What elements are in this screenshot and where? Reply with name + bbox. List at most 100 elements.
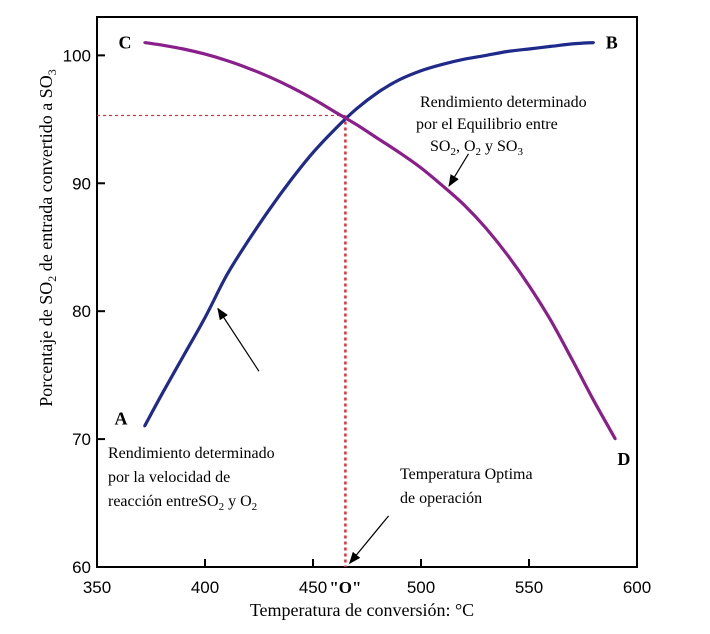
- ticks-layer: 60 70 80 90 100 350 400 450 500 550 600 "O": [63, 46, 652, 597]
- data-point: [506, 253, 509, 257]
- data-point: [419, 166, 423, 170]
- data-point: [311, 97, 315, 101]
- annotations-layer: Rendimiento determinado por el Equilibrio…: [108, 94, 587, 565]
- data-point: [376, 91, 379, 94]
- labels-layer: A B C D: [115, 33, 631, 470]
- data-point: [182, 47, 185, 51]
- optimum-x-label: "O": [329, 578, 361, 597]
- data-point: [506, 50, 509, 53]
- velocity-annotation-line: reacción entreSO2 y O2: [108, 493, 257, 513]
- x-tick-label: 350: [83, 578, 111, 597]
- subscript: 3: [45, 69, 59, 75]
- text-run: por la velocidad de: [108, 469, 230, 486]
- data-point: [247, 67, 250, 70]
- data-point: [143, 41, 146, 44]
- subscript: 2: [219, 501, 225, 513]
- data-point: [333, 110, 336, 113]
- equilibrium-annotation-line: SO2, O2 y SO3: [430, 138, 523, 158]
- y-axis-label: Porcentaje de SO2 de entrada convertido …: [36, 69, 59, 406]
- curve-end-label: D: [617, 449, 630, 469]
- data-point: [290, 178, 293, 181]
- data-point: [463, 58, 466, 61]
- subscript: 3: [517, 146, 523, 158]
- data-point: [376, 137, 379, 140]
- data-point: [225, 274, 228, 277]
- text-run: y O: [224, 493, 252, 510]
- equilibrium-annotation-line: por el Equilibrio entre: [416, 116, 558, 133]
- subscript: 2: [45, 276, 59, 282]
- data-point: [592, 399, 595, 402]
- data-point: [290, 86, 293, 89]
- data-point: [355, 107, 358, 111]
- x-axis-label: Temperatura de conversión: °C: [250, 600, 474, 620]
- subscript: 2: [252, 501, 258, 513]
- text-run: Temperatura Optima: [400, 466, 533, 483]
- data-point: [203, 52, 207, 56]
- optimum-annotation-line: Temperatura Optima: [400, 466, 533, 483]
- y-tick-label: 70: [72, 430, 91, 449]
- curve-start-label: C: [119, 33, 132, 53]
- x-tick-label: 550: [515, 578, 543, 597]
- text-run: reacción entreSO: [108, 493, 219, 510]
- subscript: 2: [450, 146, 456, 158]
- data-point: [463, 203, 466, 207]
- y-tick-label: 80: [72, 302, 91, 321]
- data-point: [355, 123, 358, 126]
- plot-frame: [96, 16, 638, 568]
- subscript: 2: [476, 146, 482, 158]
- text-run: , O: [456, 138, 476, 155]
- data-point: [549, 45, 552, 48]
- text-run: Rendimiento determinado: [108, 445, 275, 462]
- data-point: [592, 41, 595, 44]
- data-point: [527, 47, 531, 51]
- data-point: [527, 284, 531, 287]
- data-point: [268, 75, 271, 79]
- text-run: de operación: [400, 490, 482, 507]
- x-tick-label: 450: [299, 578, 327, 597]
- data-point: [225, 59, 228, 62]
- optimum-annotation-line: de operación: [400, 490, 482, 507]
- data-point: [441, 184, 444, 187]
- data-point: [160, 393, 163, 396]
- x-tick-label: 400: [191, 578, 219, 597]
- data-point: [268, 207, 271, 211]
- optimum-reference-lines: [97, 114, 347, 567]
- equilibrium-annotation-line: Rendimiento determinado: [420, 94, 587, 111]
- y-tick-label: 90: [72, 174, 91, 193]
- text-run: y SO: [481, 138, 517, 155]
- series-layer: [143, 41, 617, 441]
- data-point: [484, 226, 487, 230]
- data-point: [549, 318, 552, 322]
- data-point: [419, 69, 423, 72]
- data-point: [247, 239, 250, 242]
- optimum-arrow: [348, 515, 390, 565]
- equilibrium-arrow: [448, 153, 470, 187]
- text-run: Rendimiento determinado: [420, 94, 587, 111]
- data-point: [182, 354, 185, 358]
- x-tick-label: 600: [623, 578, 651, 597]
- text-run: SO: [430, 138, 450, 155]
- data-point: [333, 128, 336, 131]
- velocity-annotation-line: Rendimiento determinado: [108, 445, 275, 462]
- velocity-arrow: [217, 307, 260, 372]
- data-point: [571, 358, 574, 361]
- y-tick-label: 100: [63, 46, 91, 65]
- velocity-annotation-line: por la velocidad de: [108, 469, 230, 486]
- data-point: [160, 43, 163, 47]
- text-run: por el Equilibrio entre: [416, 116, 558, 133]
- data-point: [484, 54, 487, 57]
- y-tick-label: 60: [72, 558, 91, 577]
- data-point: [143, 425, 146, 428]
- text-run: Porcentaje de SO: [36, 282, 56, 407]
- data-point: [441, 63, 444, 66]
- series-line-1: [143, 41, 594, 428]
- curve-start-label: A: [115, 408, 128, 428]
- data-point: [571, 42, 574, 46]
- data-point: [614, 437, 617, 441]
- data-point: [311, 151, 315, 154]
- data-point: [203, 316, 207, 319]
- curve-end-label: B: [606, 33, 618, 53]
- x-tick-label: 500: [407, 578, 435, 597]
- data-point: [398, 151, 401, 154]
